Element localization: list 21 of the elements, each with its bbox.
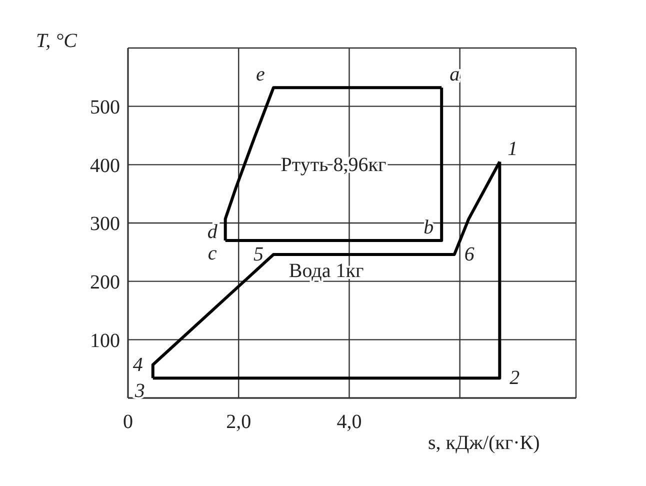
x-tick-label: 0 bbox=[123, 411, 133, 434]
annotation: b bbox=[424, 216, 434, 238]
y-axis-title: T, °C bbox=[36, 30, 77, 53]
x-axis-title: s, кДж/(кг·К) bbox=[428, 432, 540, 455]
y-tick-label: 400 bbox=[90, 154, 120, 177]
annotation: 2 bbox=[510, 367, 520, 390]
annotation: 3 bbox=[134, 380, 145, 402]
annotation: 4 bbox=[132, 354, 143, 376]
annotation: 1 bbox=[508, 138, 518, 160]
annotation: a bbox=[450, 64, 460, 86]
x-tick-label: 2,0 bbox=[226, 411, 252, 434]
x-tick-label: 4,0 bbox=[336, 411, 362, 434]
annotation: 5 bbox=[253, 244, 264, 266]
annotation: e bbox=[256, 64, 266, 86]
y-tick-label: 100 bbox=[90, 330, 120, 352]
annotation: d bbox=[207, 220, 218, 243]
y-tick-label: 200 bbox=[90, 271, 120, 294]
annotation: c bbox=[208, 242, 217, 264]
annotation: 6 bbox=[464, 244, 474, 266]
y-tick-label: 500 bbox=[90, 96, 120, 118]
y-tick-label: 300 bbox=[90, 213, 120, 236]
